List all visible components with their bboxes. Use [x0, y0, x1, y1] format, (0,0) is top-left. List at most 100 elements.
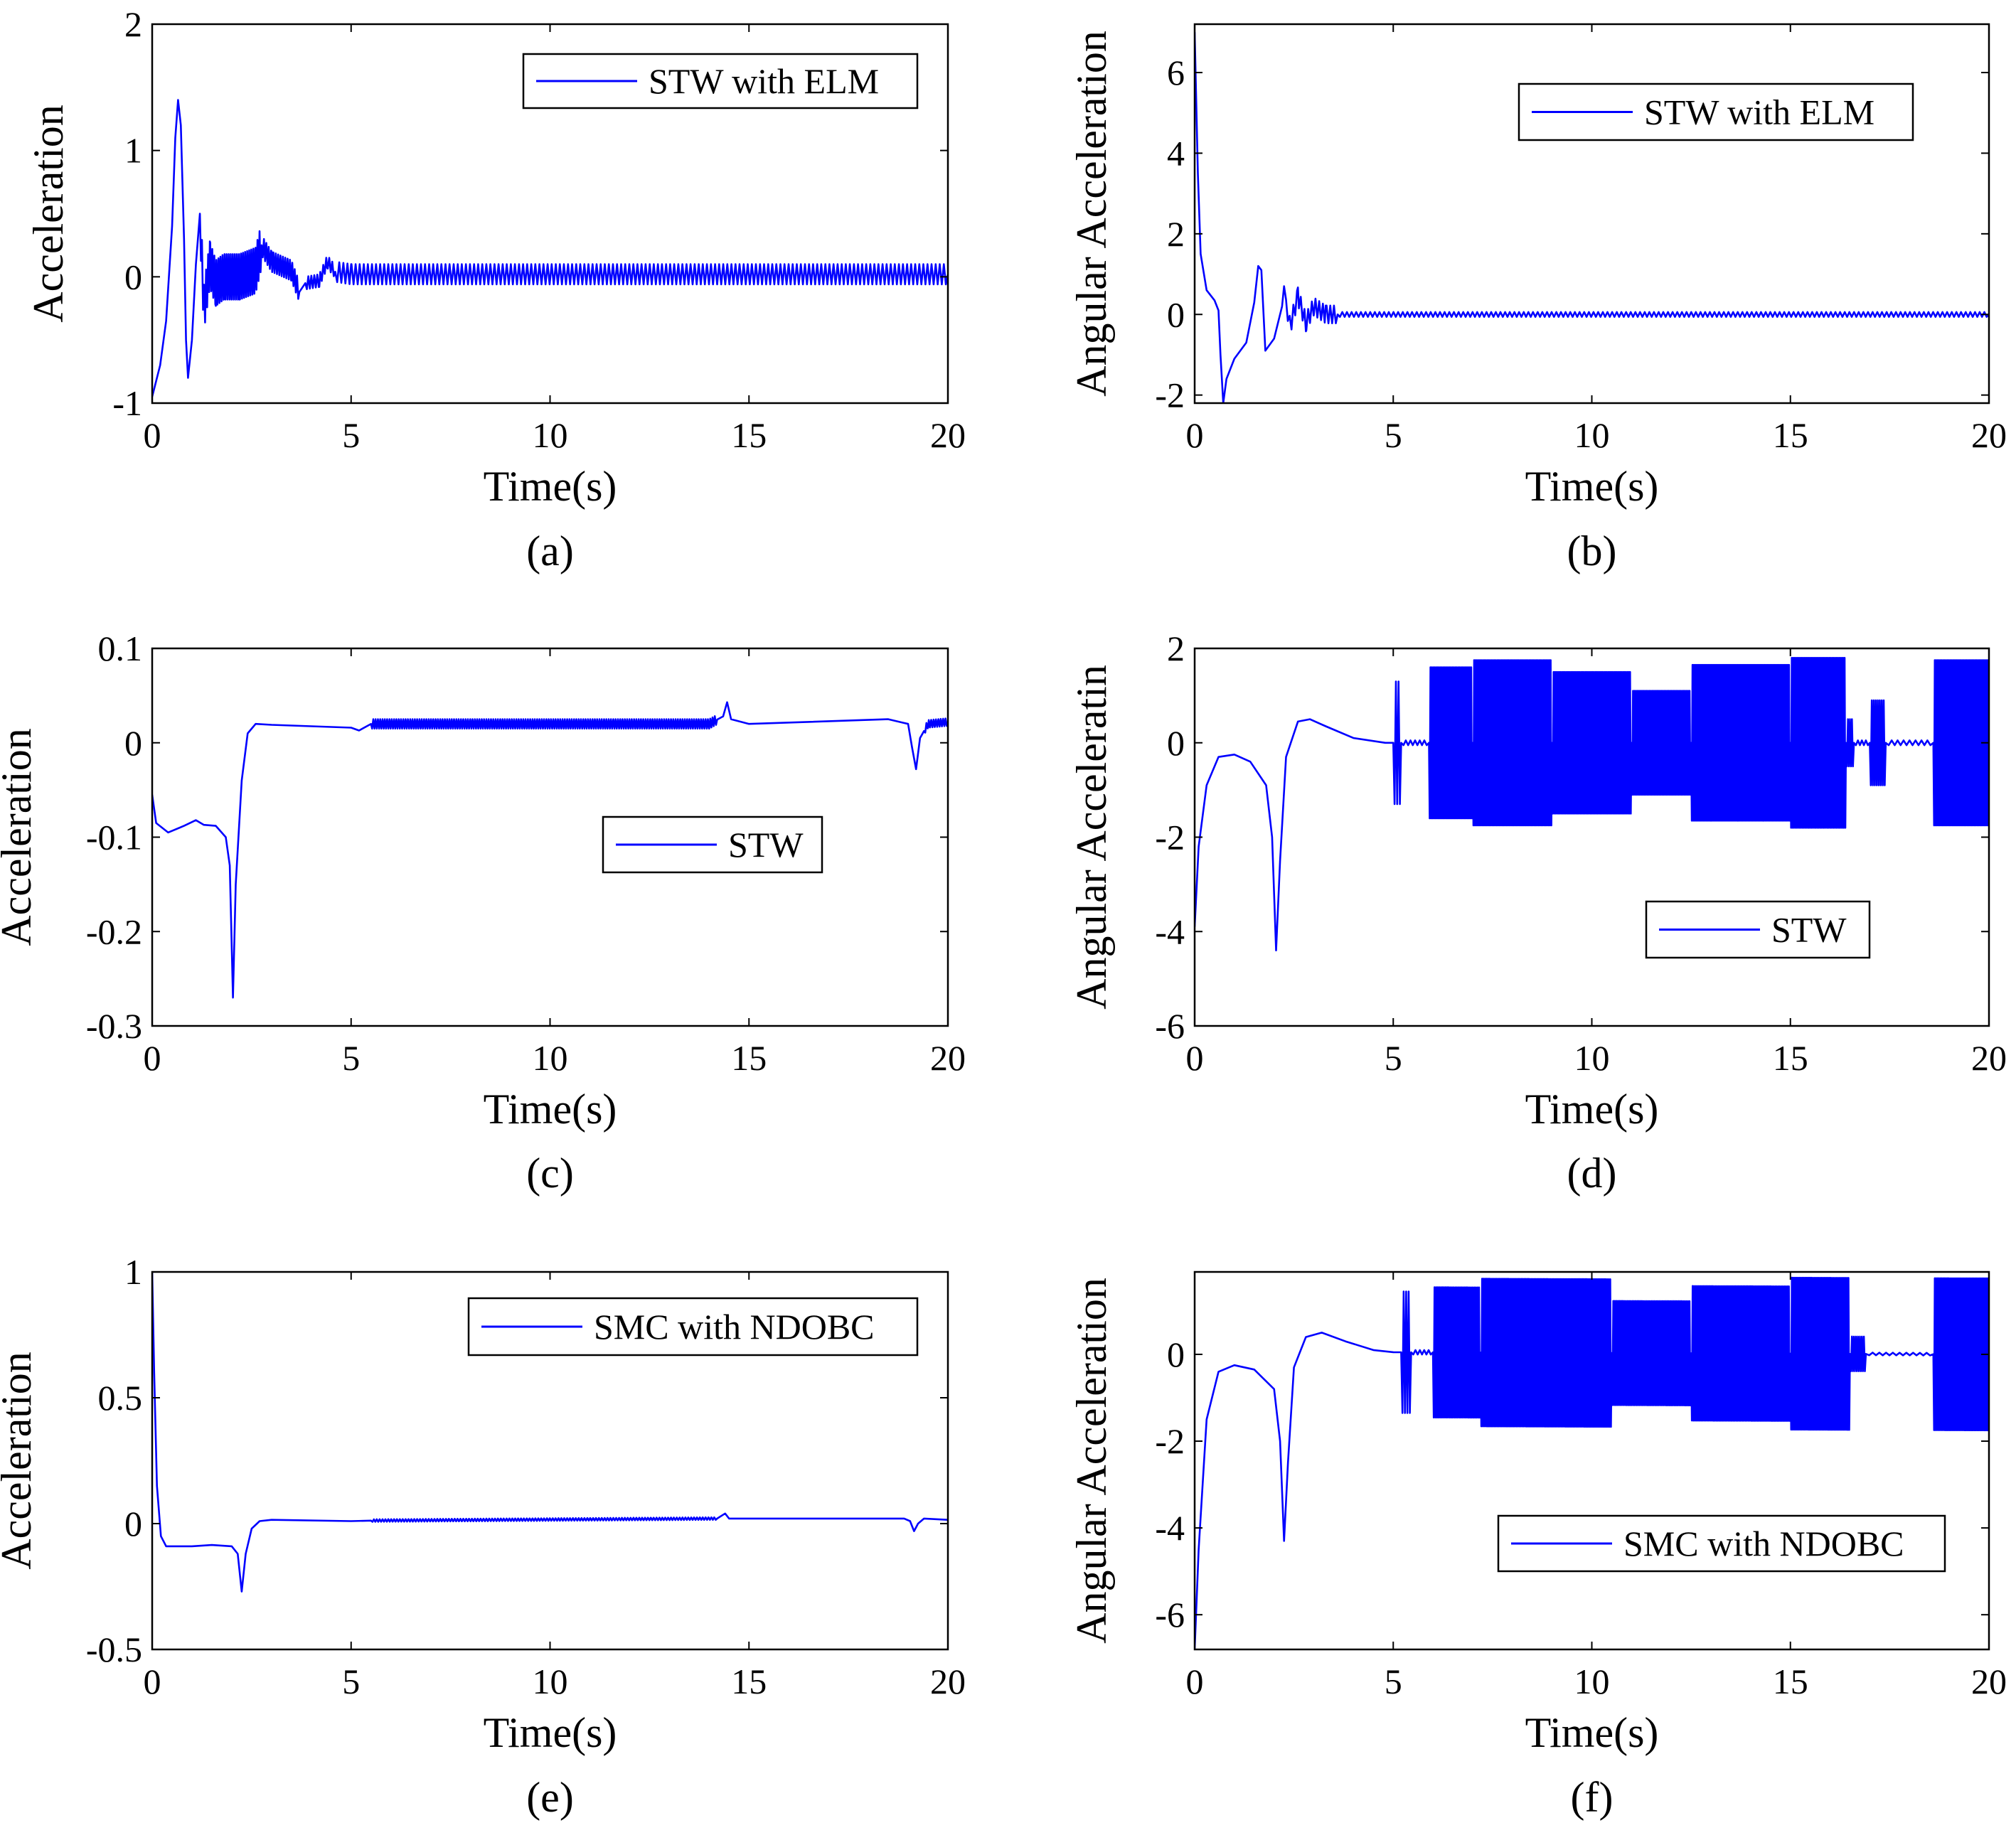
- y-tick-label-f-0: -6: [1155, 1595, 1185, 1635]
- legend-f: SMC with NDOBC: [1497, 1514, 1946, 1573]
- y-tick-label-c-2: -0.1: [86, 818, 142, 857]
- y-tick-label-a-2: 1: [124, 131, 142, 171]
- x-tick-label-f-0: 0: [1186, 1662, 1204, 1701]
- legend-d: STW: [1645, 900, 1871, 959]
- y-tick-label-c-4: 0.1: [98, 628, 143, 668]
- x-tick-label-b-0: 0: [1186, 415, 1204, 455]
- y-axis-label-c: Acceleration: [0, 728, 40, 946]
- x-tick-label-a-0: 0: [144, 415, 161, 455]
- x-tick-label-b-1: 5: [1385, 415, 1402, 455]
- y-tick-label-c-3: 0: [124, 723, 142, 763]
- panel-caption-e: (e): [526, 1774, 574, 1821]
- legend-c: STW: [602, 815, 823, 874]
- y-tick-label-a-3: 2: [124, 4, 142, 44]
- x-tick-label-e-4: 20: [930, 1662, 966, 1701]
- legend-label-b: STW with ELM: [1644, 92, 1874, 132]
- x-tick-label-a-3: 15: [731, 415, 767, 455]
- panel-e: 0 5 10 15 20-0.500.51Time(s)Acceleration(e)S…: [0, 1252, 966, 1821]
- x-tick-label-b-3: 15: [1773, 415, 1808, 455]
- y-tick-label-c-0: -0.3: [86, 1006, 142, 1046]
- y-tick-label-d-0: -6: [1155, 1006, 1185, 1046]
- legend-a: STW with ELM: [522, 53, 919, 109]
- y-tick-label-d-3: 0: [1167, 723, 1185, 763]
- legend-label-f: SMC with NDOBC: [1623, 1524, 1904, 1563]
- y-axis-label-f: Angular Acceleration: [1068, 1278, 1115, 1644]
- y-tick-label-e-3: 1: [124, 1252, 142, 1292]
- series-line-f-0: [1195, 1276, 1989, 1649]
- x-tick-label-c-2: 10: [533, 1038, 568, 1078]
- legend-label-e: SMC with NDOBC: [594, 1307, 875, 1347]
- y-tick-label-e-2: 0.5: [98, 1378, 143, 1418]
- legend-label-d: STW: [1771, 910, 1847, 950]
- series-line-e-0: [152, 1272, 948, 1593]
- series-line-b-0: [1195, 32, 1989, 403]
- x-axis-label-b: Time(s): [1525, 463, 1659, 510]
- x-tick-label-a-1: 5: [342, 415, 360, 455]
- series-line-a-0: [152, 99, 948, 397]
- y-tick-label-d-4: 2: [1167, 628, 1185, 668]
- y-tick-label-b-3: 4: [1167, 133, 1185, 173]
- x-axis-label-c: Time(s): [484, 1086, 617, 1133]
- x-tick-label-c-1: 5: [342, 1038, 360, 1078]
- x-tick-label-d-4: 20: [1971, 1038, 2007, 1078]
- panel-caption-a: (a): [526, 528, 574, 574]
- y-axis-label-d: Angular Acceleratin: [1068, 665, 1115, 1010]
- y-tick-label-b-4: 6: [1167, 53, 1185, 92]
- x-tick-label-e-2: 10: [533, 1662, 568, 1701]
- axes-box-c: [151, 647, 949, 1027]
- x-tick-label-b-2: 10: [1574, 415, 1610, 455]
- y-axis-label-b: Angular Acceleration: [1068, 31, 1115, 397]
- x-axis-label-f: Time(s): [1525, 1709, 1659, 1756]
- axes-box-b: [1193, 23, 1990, 405]
- legend-b: STW with ELM: [1518, 82, 1914, 141]
- y-tick-label-a-0: -1: [112, 383, 142, 423]
- x-tick-label-e-3: 15: [731, 1662, 767, 1701]
- x-axis-label-e: Time(s): [484, 1709, 617, 1756]
- x-tick-label-c-0: 0: [144, 1038, 161, 1078]
- x-tick-label-d-1: 5: [1385, 1038, 1402, 1078]
- x-tick-label-f-2: 10: [1574, 1662, 1610, 1701]
- y-tick-label-e-0: -0.5: [86, 1630, 142, 1669]
- x-tick-label-a-2: 10: [533, 415, 568, 455]
- panel-f: 0 5 10 15 20 -6 -4 -2 0 Time(s) Angular Accelerati…: [1068, 1270, 2007, 1821]
- y-tick-label-b-2: 2: [1167, 214, 1185, 254]
- panel-caption-c: (c): [526, 1150, 574, 1197]
- legend-e: SMC with NDOBC: [467, 1297, 919, 1357]
- x-axis-label-a: Time(s): [484, 463, 617, 510]
- panel-caption-f: (f): [1571, 1774, 1614, 1821]
- x-tick-label-e-0: 0: [144, 1662, 161, 1701]
- panel-caption-b: (b): [1567, 528, 1617, 574]
- y-tick-label-f-1: -4: [1155, 1508, 1185, 1548]
- x-tick-label-e-1: 5: [342, 1662, 360, 1701]
- y-axis-label-a: Acceleration: [25, 105, 72, 322]
- y-tick-label-e-1: 0: [124, 1504, 142, 1544]
- x-axis-label-d: Time(s): [1525, 1086, 1659, 1133]
- y-tick-label-f-3: 0: [1167, 1334, 1185, 1374]
- y-tick-label-b-0: -2: [1155, 375, 1185, 415]
- legend-label-c: STW: [728, 825, 804, 865]
- y-tick-label-c-1: -0.2: [86, 911, 142, 951]
- panel-c: 0 5 10 15 20 -0.3 -0.2 -0.1 0 0.1 Time(s) Accelerat…: [0, 628, 966, 1197]
- y-tick-label-d-2: -2: [1155, 818, 1185, 857]
- x-tick-label-f-4: 20: [1971, 1662, 2007, 1701]
- panel-d: 0 5 10 15 20 -6 -4 -2 0 2 Time(s) Angular Accelerat…: [1068, 628, 2007, 1197]
- series-line-c-0: [152, 701, 948, 999]
- y-tick-label-f-2: -2: [1155, 1421, 1185, 1461]
- y-tick-label-b-1: 0: [1167, 294, 1185, 334]
- legend-label-a: STW with ELM: [649, 61, 879, 101]
- x-tick-label-c-3: 15: [731, 1038, 767, 1078]
- y-tick-label-a-1: 0: [124, 257, 142, 296]
- x-tick-label-d-0: 0: [1186, 1038, 1204, 1078]
- x-tick-label-f-1: 5: [1385, 1662, 1402, 1701]
- panel-caption-d: (d): [1567, 1150, 1617, 1197]
- x-tick-label-b-4: 20: [1971, 415, 2007, 455]
- x-tick-label-c-4: 20: [930, 1038, 966, 1078]
- x-tick-label-d-2: 10: [1574, 1038, 1610, 1078]
- y-tick-label-d-1: -4: [1155, 911, 1185, 951]
- x-tick-label-a-4: 20: [930, 415, 966, 455]
- y-axis-label-e: Acceleration: [0, 1352, 40, 1569]
- x-tick-label-f-3: 15: [1773, 1662, 1808, 1701]
